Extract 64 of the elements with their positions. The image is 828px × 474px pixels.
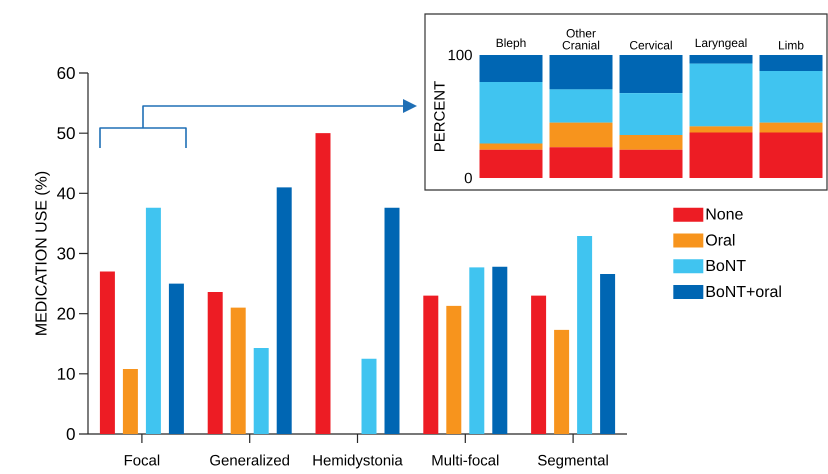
bar	[760, 132, 823, 178]
bar	[168, 284, 184, 434]
legend-label: Oral	[706, 234, 734, 246]
bar	[384, 208, 400, 434]
bar	[620, 54, 683, 94]
bar	[550, 122, 613, 148]
bar	[480, 150, 543, 178]
legend-label: None	[706, 208, 743, 220]
bar	[254, 348, 269, 434]
bar	[122, 369, 138, 434]
bar	[690, 126, 753, 132]
legend-label: BoNT+oral	[706, 285, 781, 298]
legend-label: BoNT	[706, 260, 746, 272]
bar	[600, 274, 616, 434]
bar	[554, 330, 570, 434]
bar	[690, 64, 753, 126]
bar	[446, 306, 462, 434]
y-tick-label: 0	[464, 172, 472, 184]
y-tick-label: 20	[58, 308, 75, 320]
bar	[480, 82, 543, 144]
x-tick-label: Bleph	[496, 38, 526, 50]
bar	[550, 89, 613, 123]
bar	[208, 292, 223, 434]
x-tick-label: Focal	[124, 454, 160, 466]
x-tick-label: Laryngeal	[696, 38, 746, 50]
bar	[480, 144, 543, 150]
bar	[620, 93, 683, 135]
y-tick-label: 60	[58, 67, 75, 80]
bar	[316, 133, 330, 434]
bar	[362, 358, 376, 434]
bar	[276, 187, 292, 434]
bar	[550, 147, 613, 178]
bar	[760, 70, 823, 123]
y-tick-label: 100	[448, 50, 472, 60]
bar	[146, 208, 161, 434]
bar	[550, 54, 613, 90]
x-tick-label: Other Cranial	[562, 28, 600, 50]
y-axis-title: MEDICATION USE (%)	[34, 172, 50, 335]
x-tick-label: Generalized	[210, 454, 290, 466]
y-tick-label: 30	[57, 248, 75, 260]
x-tick-label: Hemidystonia	[313, 454, 403, 468]
bar	[690, 132, 753, 178]
bar	[100, 272, 115, 434]
x-tick-label: Multi-focal	[432, 454, 498, 466]
bar	[577, 236, 592, 434]
y-tick-label: 0	[66, 428, 75, 440]
y-tick-label: 10	[58, 368, 75, 380]
bar	[230, 308, 246, 434]
y-tick-label: 50	[57, 127, 75, 140]
bar	[492, 266, 508, 434]
bar	[760, 54, 823, 71]
bar	[531, 296, 546, 434]
bar	[620, 134, 683, 150]
x-tick-label: Cervical	[630, 40, 672, 50]
y-tick-label: 40	[57, 187, 75, 200]
bar	[760, 122, 823, 132]
bar	[690, 54, 753, 64]
y-axis-title: PERCENT	[434, 81, 445, 151]
x-tick-label: Segmental	[538, 454, 608, 468]
bar	[620, 150, 683, 178]
x-tick-label: Limb	[779, 40, 804, 50]
bar	[423, 296, 438, 434]
bar	[469, 267, 484, 434]
bar	[480, 54, 543, 82]
